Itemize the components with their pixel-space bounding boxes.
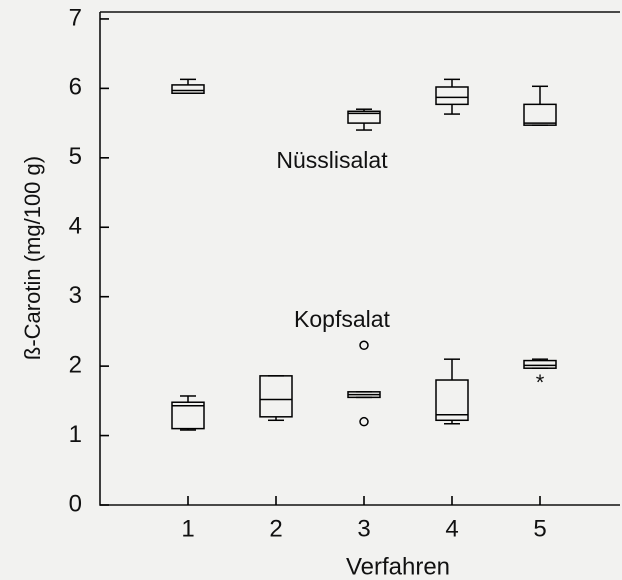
x-tick-label: 4: [445, 515, 458, 542]
box: [523, 359, 557, 369]
y-tick-label: 6: [69, 74, 82, 101]
y-tick-label: 0: [69, 490, 82, 517]
outlier: [359, 340, 369, 351]
box: [435, 379, 469, 422]
x-tick-label: 5: [533, 515, 546, 542]
y-tick-label: 5: [69, 143, 82, 170]
box: [171, 401, 205, 430]
x-tick-label: 2: [269, 515, 282, 542]
x-axis-label: Verfahren: [346, 553, 450, 580]
outlier: [359, 416, 369, 427]
y-tick-label: 7: [69, 4, 82, 31]
group-label: Kopfsalat: [294, 306, 391, 332]
x-tick-label: 1: [181, 515, 194, 542]
y-axis-label: ß-Carotin (mg/100 g): [20, 156, 45, 360]
y-tick-label: 4: [69, 213, 82, 240]
box: [523, 103, 557, 126]
y-tick-label: 1: [69, 421, 82, 448]
box: [435, 86, 469, 106]
box: [347, 110, 381, 124]
box: [259, 375, 293, 418]
group-label: Nüsslisalat: [276, 147, 388, 173]
x-tick-label: 3: [357, 515, 370, 542]
extreme-outlier: *: [536, 370, 545, 395]
box: [171, 84, 205, 94]
y-tick-label: 3: [69, 282, 82, 309]
y-tick-label: 2: [69, 351, 82, 378]
